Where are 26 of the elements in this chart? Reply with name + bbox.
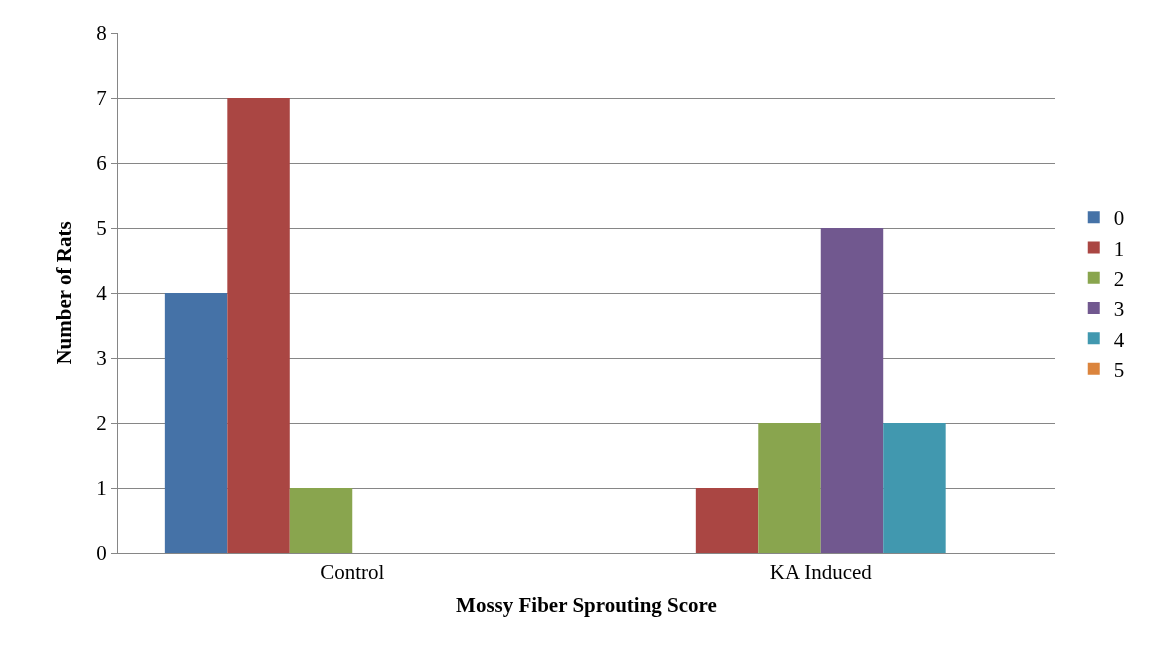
x-tick-label: KA Induced [769, 560, 873, 585]
bar [883, 423, 946, 553]
legend-label: 0 [1113, 206, 1125, 231]
y-tick-label: 5 [96, 216, 107, 241]
y-tick-label: 2 [96, 411, 107, 436]
bar [758, 423, 821, 553]
bar [695, 488, 759, 553]
x-axis-title: Mossy Fiber Sprouting Score [456, 593, 717, 618]
legend-label: 4 [1113, 327, 1125, 352]
legend-label: 2 [1113, 266, 1125, 291]
y-tick-label: 3 [96, 346, 107, 371]
y-tick-label: 7 [96, 86, 107, 111]
bar [227, 98, 290, 553]
x-tick-label: Control [320, 560, 385, 585]
y-tick-label: 8 [96, 21, 107, 46]
bar [289, 488, 353, 553]
y-tick-label: 6 [96, 151, 107, 176]
bar [820, 228, 884, 553]
bar [164, 293, 228, 553]
legend-label: 3 [1113, 297, 1125, 322]
legend-label: 5 [1113, 357, 1125, 382]
y-tick-label: 4 [96, 281, 108, 306]
y-tick-label: 1 [96, 476, 107, 501]
y-tick-label: 0 [96, 541, 107, 566]
legend-label: 1 [1113, 236, 1125, 261]
y-axis-title: Number of Rats [52, 221, 77, 365]
